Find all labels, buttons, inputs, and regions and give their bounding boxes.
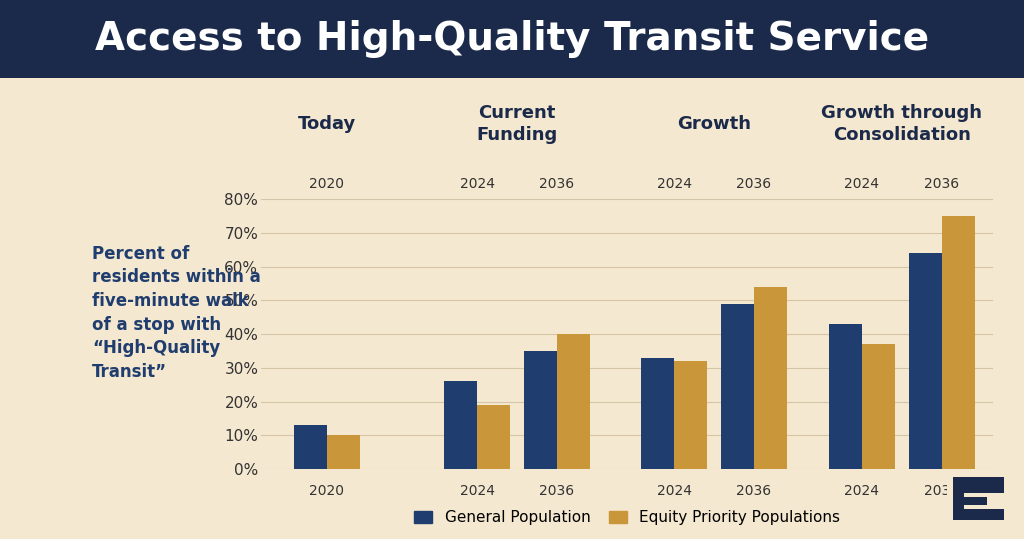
Text: 2020: 2020 (309, 484, 344, 498)
Text: Today: Today (298, 115, 356, 133)
Text: 2020: 2020 (309, 177, 344, 190)
Bar (862, 344, 895, 469)
Text: 2024: 2024 (460, 177, 495, 190)
Text: 2036: 2036 (924, 484, 959, 498)
Text: 2036: 2036 (736, 484, 771, 498)
Bar (674, 361, 707, 469)
Bar (953, 496, 987, 506)
Text: Percent of
residents within a
five-minute walk
of a stop with
“High-Quality
Tran: Percent of residents within a five-minut… (92, 245, 261, 381)
Bar (641, 358, 674, 469)
Bar (721, 304, 754, 469)
Text: 2024: 2024 (845, 177, 880, 190)
Text: Growth: Growth (677, 115, 751, 133)
Legend: General Population, Equity Priority Populations: General Population, Equity Priority Popu… (408, 504, 847, 531)
Text: Growth through
Consolidation: Growth through Consolidation (821, 104, 982, 144)
Text: 2036: 2036 (540, 177, 574, 190)
Text: 2036: 2036 (736, 177, 771, 190)
Bar (754, 287, 786, 469)
Bar (909, 253, 942, 469)
Text: Current
Funding: Current Funding (476, 104, 557, 144)
Bar (444, 382, 477, 469)
Text: 2036: 2036 (540, 484, 574, 498)
Bar (477, 405, 510, 469)
Bar (953, 477, 965, 520)
Bar (294, 425, 327, 469)
Text: 2036: 2036 (924, 177, 959, 190)
Text: 2024: 2024 (656, 177, 691, 190)
Bar (942, 216, 975, 469)
Text: 2024: 2024 (656, 484, 691, 498)
Bar (953, 477, 1004, 493)
Text: 2024: 2024 (460, 484, 495, 498)
Bar (524, 351, 557, 469)
Bar (557, 334, 590, 469)
Bar (327, 436, 359, 469)
Text: Access to High-Quality Transit Service: Access to High-Quality Transit Service (95, 20, 929, 58)
Text: 2024: 2024 (845, 484, 880, 498)
Bar (829, 324, 862, 469)
Bar (953, 509, 1004, 520)
